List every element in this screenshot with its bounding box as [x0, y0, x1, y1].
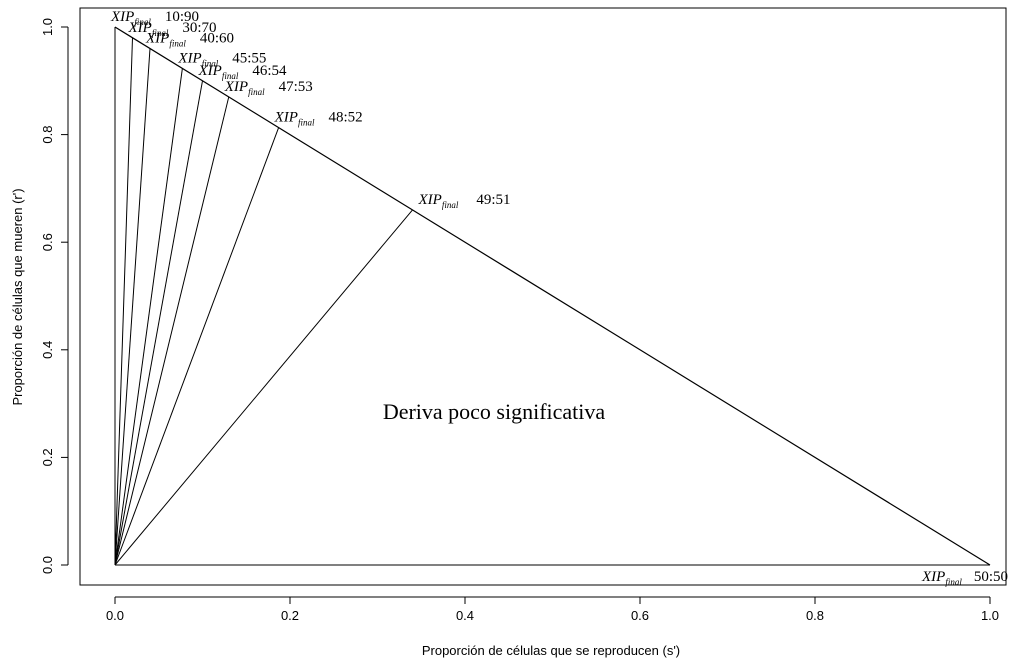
boundary-line [114, 26, 991, 566]
ray-label-ratio: 40:60 [200, 31, 234, 47]
ray-label: XIPfinal 45:55 [177, 50, 266, 68]
ray-label-main: XIP [177, 50, 201, 66]
x-tick-label: 0.2 [281, 608, 299, 623]
ray-label: XIPfinal 40:60 [145, 31, 234, 49]
ray-label: XIPfinal 48:52 [274, 110, 363, 128]
ray-label-ratio: 47:53 [279, 79, 313, 95]
annotation-text: Deriva poco significativa [383, 399, 606, 424]
ray-label: XIPfinal 30:70 [128, 20, 217, 38]
plot-frame [79, 7, 1007, 586]
ray-label-main: XIP [418, 192, 442, 208]
ray-line [114, 68, 183, 566]
ray-label-ratio: 49:51 [476, 192, 510, 208]
ray-label-ratio: 45:55 [232, 50, 266, 66]
ray-label-sub: final [298, 118, 315, 128]
ray-label-main: XIP [921, 569, 945, 585]
ray-label-ratio: 46:54 [252, 63, 287, 79]
ray-label-sub: final [152, 28, 169, 38]
y-tick-label: 0.4 [40, 341, 55, 359]
x-axis-label: Proporción de células que se reproducen … [422, 643, 680, 658]
y-tick-label: 0.0 [40, 556, 55, 574]
ray-label-sub: final [945, 577, 962, 587]
ray-line [114, 127, 280, 566]
ray-label-main: XIP [224, 79, 248, 95]
ray-label-main: XIP [145, 31, 169, 47]
ray-label-main: XIP [274, 110, 298, 126]
ray-line [114, 48, 151, 566]
ray-label-sub: final [248, 87, 265, 97]
ray-line [114, 80, 203, 566]
ray-lines [114, 27, 990, 566]
ray-line [114, 209, 413, 566]
ray-label: XIPfinal 46:54 [198, 63, 288, 81]
y-tick-label: 0.2 [40, 448, 55, 466]
x-tick-label: 0.0 [106, 608, 124, 623]
ray-label-sub: final [222, 71, 239, 81]
x-tick-label: 0.6 [631, 608, 649, 623]
boundary-line-group [114, 26, 991, 566]
ray-line [114, 37, 133, 566]
x-tick-label: 0.4 [456, 608, 474, 623]
ray-label: XIPfinal 47:53 [224, 79, 313, 97]
ray-label-ratio: 30:70 [182, 20, 216, 36]
ray-label: XIPfinal 10:90 [110, 9, 199, 27]
x-axis: 0.0 0.2 0.4 0.6 0.8 1.0 [106, 596, 999, 623]
ray-label-sub: final [442, 200, 459, 210]
ray-line [114, 96, 230, 566]
x-tick-label: 0.8 [806, 608, 824, 623]
ray-label-sub: final [134, 17, 151, 27]
ray-label-sub: final [169, 39, 186, 49]
y-axis: 0.0 0.2 0.4 0.6 0.8 1.0 [40, 18, 69, 574]
ray-label-ratio: 10:90 [165, 9, 199, 25]
x-tick-label: 1.0 [981, 608, 999, 623]
y-tick-label: 0.8 [40, 126, 55, 144]
y-axis-label: Proporción de células que mueren (r') [10, 188, 25, 405]
y-tick-label: 1.0 [40, 18, 55, 36]
ray-label-sub: final [202, 58, 219, 68]
ray-label-main: XIP [128, 20, 152, 36]
ray-label-main: XIP [110, 9, 134, 25]
ray-label-ratio: 48:52 [328, 110, 362, 126]
y-tick-label: 0.6 [40, 233, 55, 251]
ray-label: XIPfinal 49:51 [418, 192, 511, 210]
ray-label-ratio: 50:50 [974, 569, 1008, 585]
ray-label-main: XIP [198, 63, 222, 79]
ray-label: XIPfinal 50:50 [921, 569, 1008, 587]
